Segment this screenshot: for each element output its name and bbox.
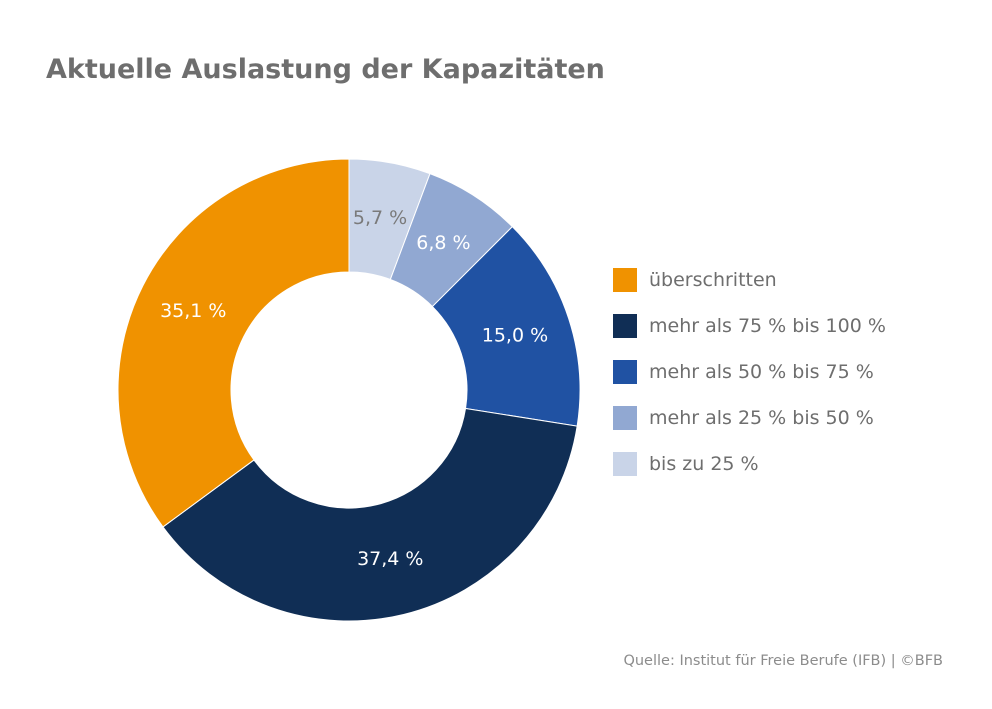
- slice-value-label: 5,7 %: [353, 207, 407, 229]
- legend-swatch: [613, 314, 637, 338]
- legend-label: bis zu 25 %: [649, 453, 759, 475]
- legend-label: mehr als 50 % bis 75 %: [649, 361, 874, 383]
- slice-value-label: 15,0 %: [482, 325, 548, 347]
- legend-label: mehr als 75 % bis 100 %: [649, 315, 886, 337]
- legend-item-bis-25: bis zu 25 %: [613, 441, 886, 487]
- legend: überschritten mehr als 75 % bis 100 % me…: [613, 257, 886, 487]
- slice-value-label: 35,1 %: [160, 300, 226, 322]
- legend-swatch: [613, 406, 637, 430]
- chart-title: Aktuelle Auslastung der Kapazitäten: [46, 54, 605, 85]
- legend-item-75-100: mehr als 75 % bis 100 %: [613, 303, 886, 349]
- slice-value-label: 37,4 %: [357, 548, 423, 570]
- legend-label: überschritten: [649, 269, 777, 291]
- legend-item-ueberschritten: überschritten: [613, 257, 886, 303]
- legend-swatch: [613, 268, 637, 292]
- donut-slice: [117, 158, 350, 528]
- donut-slice: [162, 407, 578, 622]
- donut-slice: [431, 225, 581, 427]
- legend-item-25-50: mehr als 25 % bis 50 %: [613, 395, 886, 441]
- legend-item-50-75: mehr als 50 % bis 75 %: [613, 349, 886, 395]
- legend-label: mehr als 25 % bis 50 %: [649, 407, 874, 429]
- legend-swatch: [613, 360, 637, 384]
- legend-swatch: [613, 452, 637, 476]
- slice-value-label: 6,8 %: [416, 232, 470, 254]
- source-note: Quelle: Institut für Freie Berufe (IFB) …: [623, 653, 943, 669]
